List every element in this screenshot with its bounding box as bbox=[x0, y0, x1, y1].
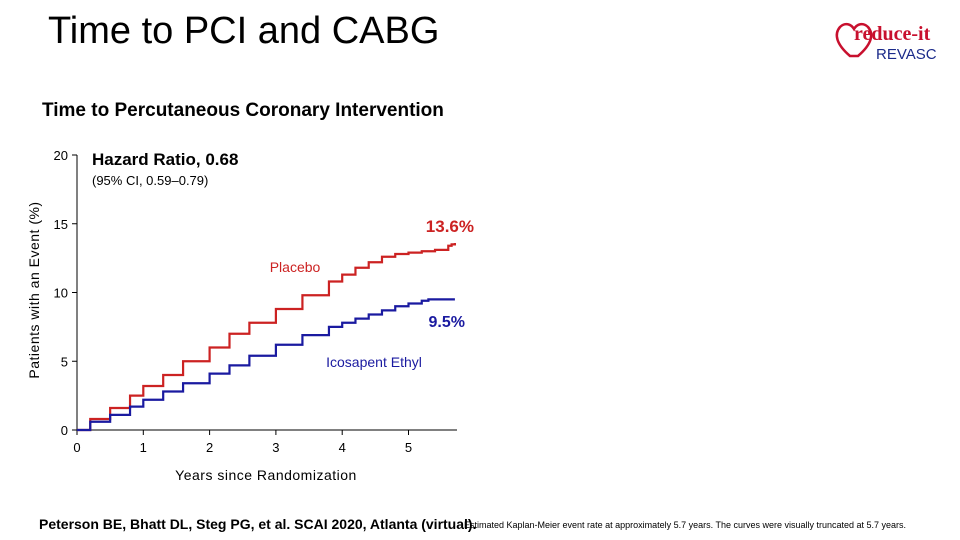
icosapent-ethyl-curve bbox=[77, 298, 455, 432]
hazard-ratio-label: Hazard Ratio, 0.68 bbox=[92, 150, 239, 169]
footnote: Estimated Kaplan-Meier event rate at app… bbox=[464, 520, 907, 530]
x-tick-label: 5 bbox=[405, 440, 412, 455]
x-tick-label: 4 bbox=[339, 440, 346, 455]
slide-title: Time to PCI and CABG bbox=[48, 10, 440, 52]
chart-title: Time to Percutaneous Coronary Interventi… bbox=[42, 100, 444, 121]
reduce-it-revasc-logo: reduce-it REVASC bbox=[835, 22, 937, 63]
x-tick-label: 2 bbox=[206, 440, 213, 455]
x-tick-label: 0 bbox=[73, 440, 80, 455]
x-tick-label: 3 bbox=[272, 440, 279, 455]
y-tick-label: 20 bbox=[54, 148, 68, 163]
placebo-series-label: Placebo bbox=[270, 259, 321, 275]
series-lines bbox=[77, 243, 457, 432]
placebo-curve bbox=[77, 243, 457, 432]
citation: Peterson BE, Bhatt DL, Steg PG, et al. S… bbox=[39, 516, 477, 532]
y-tick-label: 10 bbox=[54, 286, 68, 301]
logo-line1: reduce-it bbox=[854, 23, 931, 45]
placebo-end-label: 13.6% bbox=[426, 217, 474, 236]
y-ticks: 0 5 10 15 20 bbox=[54, 148, 77, 438]
x-ticks: 0 1 2 3 4 5 bbox=[73, 430, 412, 455]
heart-icon bbox=[835, 22, 873, 58]
axes bbox=[76, 155, 457, 431]
logo-line2: REVASC bbox=[876, 46, 937, 63]
y-tick-label: 5 bbox=[61, 354, 68, 369]
y-tick-label: 0 bbox=[61, 423, 68, 438]
x-axis-title: Years since Randomization bbox=[175, 467, 357, 483]
y-tick-label: 15 bbox=[54, 217, 68, 232]
icosapent-end-label: 9.5% bbox=[429, 314, 465, 331]
confidence-interval-label: (95% CI, 0.59–0.79) bbox=[92, 173, 209, 188]
icosapent-series-label: Icosapent Ethyl bbox=[326, 354, 422, 370]
x-tick-label: 1 bbox=[140, 440, 147, 455]
y-axis-title: Patients with an Event (%) bbox=[26, 201, 42, 378]
